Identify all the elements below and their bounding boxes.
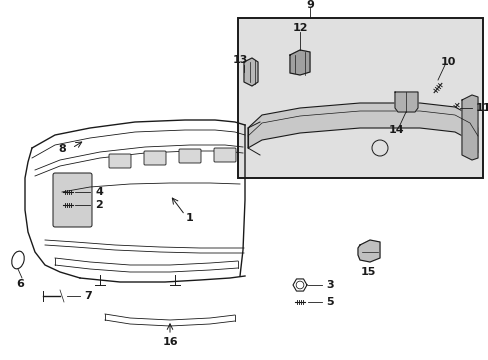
Text: 4: 4: [95, 187, 102, 197]
Text: 8: 8: [58, 144, 66, 154]
Text: 11: 11: [475, 103, 488, 113]
Text: 3: 3: [325, 280, 333, 290]
Text: 13: 13: [232, 55, 247, 65]
Text: 7: 7: [84, 291, 92, 301]
Polygon shape: [357, 240, 379, 262]
Text: 5: 5: [325, 297, 333, 307]
Text: 1: 1: [186, 213, 193, 223]
Text: 12: 12: [292, 23, 307, 33]
FancyBboxPatch shape: [179, 149, 201, 163]
Polygon shape: [244, 58, 258, 86]
Polygon shape: [289, 50, 309, 75]
Text: 6: 6: [16, 279, 24, 289]
Text: 2: 2: [95, 200, 102, 210]
Polygon shape: [461, 95, 477, 160]
Text: 10: 10: [439, 57, 455, 67]
FancyBboxPatch shape: [214, 148, 236, 162]
FancyBboxPatch shape: [53, 173, 92, 227]
Text: 9: 9: [305, 0, 313, 10]
Text: 14: 14: [388, 125, 404, 135]
FancyBboxPatch shape: [238, 18, 482, 178]
Text: 15: 15: [360, 267, 375, 277]
Polygon shape: [247, 103, 477, 153]
FancyBboxPatch shape: [109, 154, 131, 168]
Text: 16: 16: [162, 337, 178, 347]
Polygon shape: [394, 92, 417, 112]
FancyBboxPatch shape: [143, 151, 165, 165]
